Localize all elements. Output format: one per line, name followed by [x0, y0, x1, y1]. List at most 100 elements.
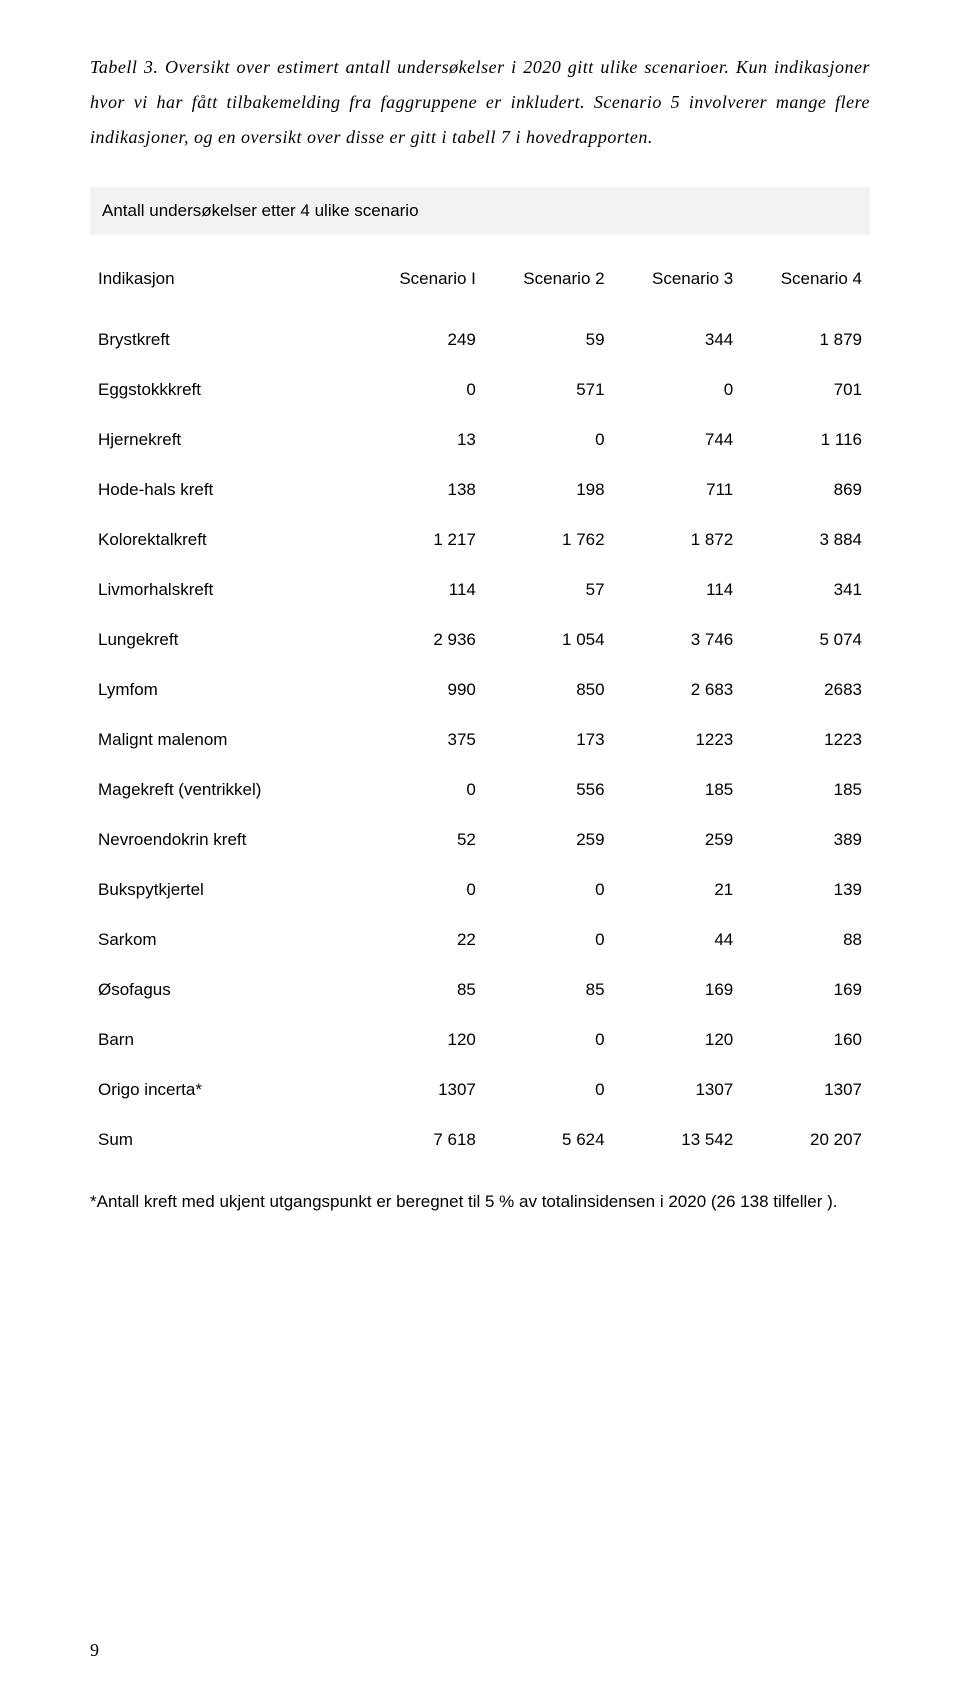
cell: 1 054: [484, 615, 613, 665]
col-header: Scenario 3: [613, 259, 742, 315]
cell: 88: [741, 915, 870, 965]
table-header-row: Indikasjon Scenario I Scenario 2 Scenari…: [90, 259, 870, 315]
cell: 259: [613, 815, 742, 865]
table-body: Brystkreft249593441 879 Eggstokkkreft057…: [90, 315, 870, 1165]
table-footnote: *Antall kreft med ukjent utgangspunkt er…: [90, 1189, 870, 1215]
cell: 744: [613, 415, 742, 465]
cell: 375: [355, 715, 484, 765]
cell: 1223: [613, 715, 742, 765]
row-label: Livmorhalskreft: [90, 565, 355, 615]
cell: 0: [355, 865, 484, 915]
table-caption: Tabell 3. Oversikt over estimert antall …: [90, 50, 870, 155]
table-row: Origo incerta*1307013071307: [90, 1065, 870, 1115]
cell: 0: [484, 865, 613, 915]
cell: 850: [484, 665, 613, 715]
cell: 3 746: [613, 615, 742, 665]
table-row: Malignt malenom37517312231223: [90, 715, 870, 765]
cell: 85: [484, 965, 613, 1015]
table-row: Sarkom2204488: [90, 915, 870, 965]
cell: 701: [741, 365, 870, 415]
cell: 1 217: [355, 515, 484, 565]
cell: 198: [484, 465, 613, 515]
row-label: Malignt malenom: [90, 715, 355, 765]
cell: 1 872: [613, 515, 742, 565]
cell: 990: [355, 665, 484, 715]
cell: 259: [484, 815, 613, 865]
cell: 185: [741, 765, 870, 815]
row-label: Nevroendokrin kreft: [90, 815, 355, 865]
cell: 57: [484, 565, 613, 615]
cell: 160: [741, 1015, 870, 1065]
cell: 85: [355, 965, 484, 1015]
cell: 21: [613, 865, 742, 915]
cell: 571: [484, 365, 613, 415]
table-row: Eggstokkkreft05710701: [90, 365, 870, 415]
table-row: Kolorektalkreft1 2171 7621 8723 884: [90, 515, 870, 565]
cell: 7 618: [355, 1115, 484, 1165]
cell: 1 762: [484, 515, 613, 565]
cell: 120: [355, 1015, 484, 1065]
cell: 173: [484, 715, 613, 765]
row-label: Lymfom: [90, 665, 355, 715]
cell: 0: [484, 1015, 613, 1065]
table-row: Lymfom9908502 6832683: [90, 665, 870, 715]
table-row: Hode-hals kreft138198711869: [90, 465, 870, 515]
cell: 138: [355, 465, 484, 515]
cell: 169: [613, 965, 742, 1015]
cell: 185: [613, 765, 742, 815]
cell: 869: [741, 465, 870, 515]
data-table: Indikasjon Scenario I Scenario 2 Scenari…: [90, 259, 870, 1165]
cell: 13: [355, 415, 484, 465]
table-row: Magekreft (ventrikkel)0556185185: [90, 765, 870, 815]
cell: 1 116: [741, 415, 870, 465]
table-row: Sum7 6185 62413 54220 207: [90, 1115, 870, 1165]
table-row: Brystkreft249593441 879: [90, 315, 870, 365]
table-row: Hjernekreft1307441 116: [90, 415, 870, 465]
cell: 1 879: [741, 315, 870, 365]
cell: 139: [741, 865, 870, 915]
cell: 2 936: [355, 615, 484, 665]
row-label: Hode-hals kreft: [90, 465, 355, 515]
cell: 711: [613, 465, 742, 515]
cell: 114: [355, 565, 484, 615]
row-label: Origo incerta*: [90, 1065, 355, 1115]
cell: 341: [741, 565, 870, 615]
cell: 20 207: [741, 1115, 870, 1165]
cell: 1307: [613, 1065, 742, 1115]
table-row: Livmorhalskreft11457114341: [90, 565, 870, 615]
cell: 3 884: [741, 515, 870, 565]
cell: 52: [355, 815, 484, 865]
cell: 2 683: [613, 665, 742, 715]
row-label: Lungekreft: [90, 615, 355, 665]
cell: 22: [355, 915, 484, 965]
row-label: Magekreft (ventrikkel): [90, 765, 355, 815]
cell: 59: [484, 315, 613, 365]
col-header: Indikasjon: [90, 259, 355, 315]
row-label: Bukspytkjertel: [90, 865, 355, 915]
table-row: Barn1200120160: [90, 1015, 870, 1065]
page-number: 9: [90, 1640, 99, 1661]
table-row: Bukspytkjertel0021139: [90, 865, 870, 915]
row-label: Øsofagus: [90, 965, 355, 1015]
cell: 114: [613, 565, 742, 615]
cell: 1307: [741, 1065, 870, 1115]
row-label: Hjernekreft: [90, 415, 355, 465]
cell: 0: [355, 365, 484, 415]
table-title: Antall undersøkelser etter 4 ulike scena…: [90, 187, 870, 235]
col-header: Scenario 2: [484, 259, 613, 315]
cell: 249: [355, 315, 484, 365]
col-header: Scenario 4: [741, 259, 870, 315]
cell: 1307: [355, 1065, 484, 1115]
col-header: Scenario I: [355, 259, 484, 315]
table-row: Lungekreft2 9361 0543 7465 074: [90, 615, 870, 665]
cell: 389: [741, 815, 870, 865]
cell: 0: [613, 365, 742, 415]
cell: 5 624: [484, 1115, 613, 1165]
table-row: Nevroendokrin kreft52259259389: [90, 815, 870, 865]
row-label: Sum: [90, 1115, 355, 1165]
cell: 344: [613, 315, 742, 365]
cell: 120: [613, 1015, 742, 1065]
cell: 13 542: [613, 1115, 742, 1165]
cell: 0: [355, 765, 484, 815]
row-label: Eggstokkkreft: [90, 365, 355, 415]
